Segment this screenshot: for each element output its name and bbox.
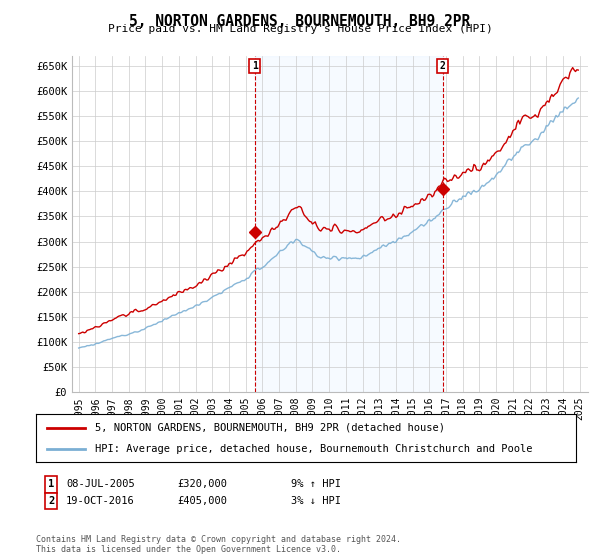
Text: 2: 2 <box>48 496 54 506</box>
Text: 5, NORTON GARDENS, BOURNEMOUTH, BH9 2PR (detached house): 5, NORTON GARDENS, BOURNEMOUTH, BH9 2PR … <box>95 423 445 433</box>
Text: 1: 1 <box>252 61 257 71</box>
Text: £405,000: £405,000 <box>177 496 227 506</box>
Text: 9% ↑ HPI: 9% ↑ HPI <box>291 479 341 489</box>
Text: 08-JUL-2005: 08-JUL-2005 <box>66 479 135 489</box>
Text: 2: 2 <box>440 61 445 71</box>
Text: Contains HM Land Registry data © Crown copyright and database right 2024.
This d: Contains HM Land Registry data © Crown c… <box>36 535 401 554</box>
Text: HPI: Average price, detached house, Bournemouth Christchurch and Poole: HPI: Average price, detached house, Bour… <box>95 444 533 454</box>
Text: £320,000: £320,000 <box>177 479 227 489</box>
Text: 5, NORTON GARDENS, BOURNEMOUTH, BH9 2PR: 5, NORTON GARDENS, BOURNEMOUTH, BH9 2PR <box>130 14 470 29</box>
Text: 1: 1 <box>48 479 54 489</box>
Text: 3% ↓ HPI: 3% ↓ HPI <box>291 496 341 506</box>
Bar <box>254 56 443 392</box>
Text: 19-OCT-2016: 19-OCT-2016 <box>66 496 135 506</box>
Text: Price paid vs. HM Land Registry's House Price Index (HPI): Price paid vs. HM Land Registry's House … <box>107 24 493 34</box>
